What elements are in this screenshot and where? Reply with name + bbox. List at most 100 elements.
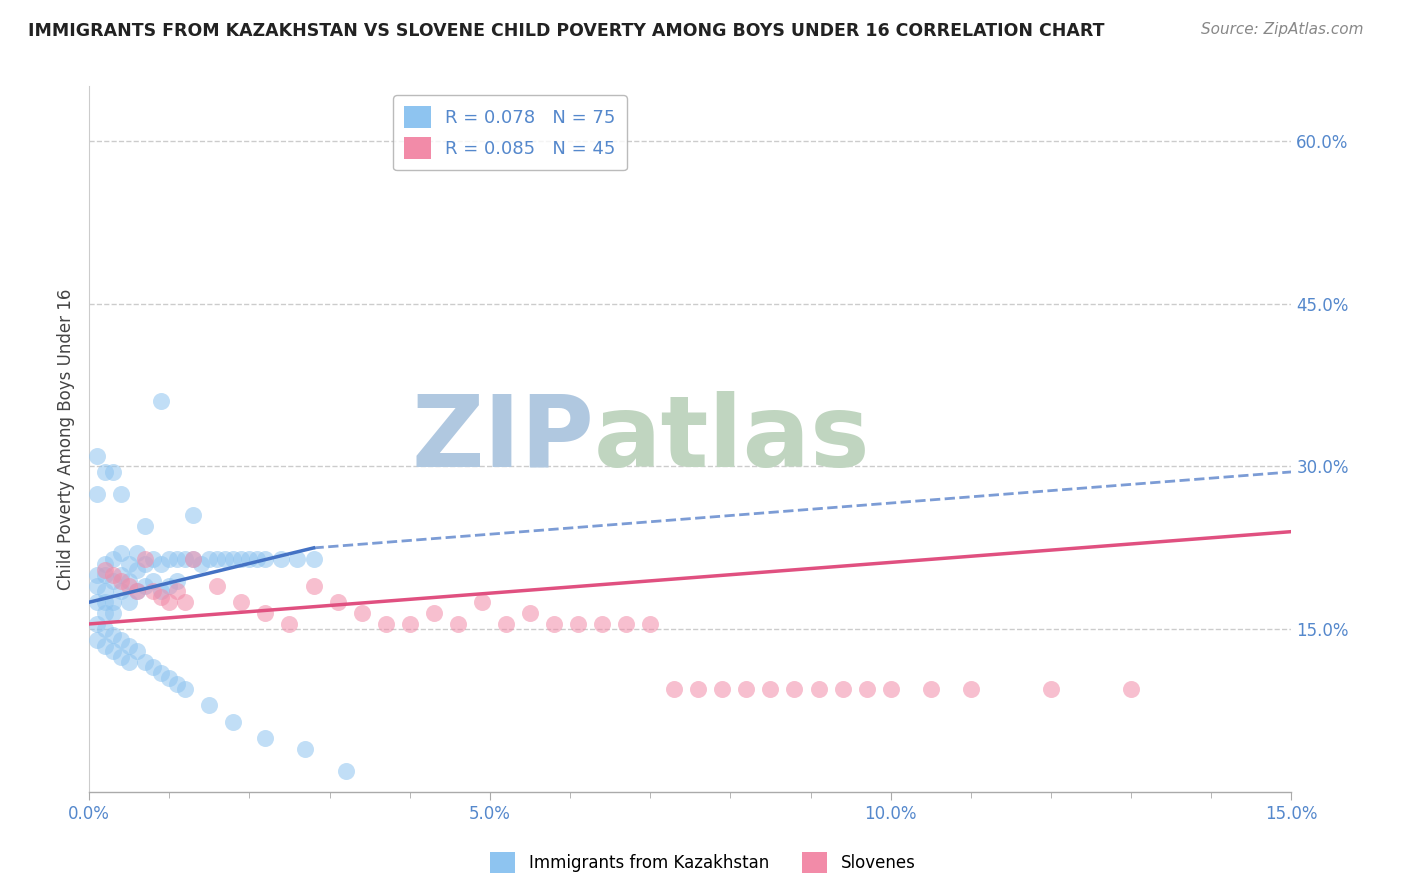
Point (94, 568, 117, 582)
Y-axis label: Child Poverty Among Boys Under 16: Child Poverty Among Boys Under 16 (58, 289, 75, 590)
Point (174, 682, 197, 697)
Point (495, 616, 517, 631)
Point (86, 616, 108, 631)
Point (94, 639, 117, 653)
Point (86, 579, 108, 593)
Point (134, 558, 156, 572)
Point (127, 546, 149, 560)
Point (86, 633, 108, 648)
Point (174, 551, 197, 566)
Point (134, 519, 156, 533)
Point (94, 584, 117, 599)
Point (157, 579, 180, 593)
Point (207, 551, 229, 566)
Point (735, 682, 758, 697)
Point (959, 682, 981, 697)
Point (591, 616, 613, 631)
Point (638, 616, 661, 631)
Point (294, 742, 316, 756)
Point (150, 584, 173, 599)
Point (110, 574, 132, 588)
Point (134, 551, 156, 566)
Point (110, 633, 132, 648)
Point (222, 551, 245, 566)
Point (101, 465, 124, 479)
Point (127, 584, 149, 599)
Point (86, 568, 108, 582)
Point (231, 595, 253, 609)
Point (181, 508, 204, 523)
Point (101, 595, 124, 609)
Point (831, 682, 853, 697)
Point (920, 682, 942, 697)
Point (110, 546, 132, 560)
Point (101, 644, 124, 658)
Point (519, 606, 541, 620)
Point (127, 644, 149, 658)
Point (190, 558, 212, 572)
Text: ZIP: ZIP (411, 391, 595, 488)
Point (302, 551, 325, 566)
Point (471, 595, 494, 609)
Point (110, 584, 132, 599)
Point (664, 682, 686, 697)
Point (567, 616, 589, 631)
Point (807, 682, 830, 697)
Legend: R = 0.078   N = 75, R = 0.085   N = 45: R = 0.078 N = 75, R = 0.085 N = 45 (394, 95, 627, 170)
Point (1039, 682, 1062, 697)
Point (254, 606, 277, 620)
Point (118, 639, 141, 653)
Point (759, 682, 782, 697)
Point (157, 595, 180, 609)
Point (86, 486, 108, 500)
Point (166, 584, 188, 599)
Point (101, 628, 124, 642)
Point (101, 568, 124, 582)
Point (110, 486, 132, 500)
Point (254, 731, 277, 745)
Point (231, 551, 253, 566)
Point (270, 551, 292, 566)
Point (207, 579, 229, 593)
Point (142, 660, 165, 674)
Point (181, 551, 204, 566)
Point (142, 584, 165, 599)
Point (110, 568, 132, 582)
Point (118, 655, 141, 669)
Point (238, 551, 260, 566)
Point (94, 558, 117, 572)
Point (287, 551, 309, 566)
Point (166, 551, 188, 566)
Point (101, 606, 124, 620)
Point (110, 649, 132, 664)
Point (118, 579, 141, 593)
Point (254, 551, 277, 566)
Point (246, 551, 269, 566)
Text: Source: ZipAtlas.com: Source: ZipAtlas.com (1201, 22, 1364, 37)
Point (166, 574, 188, 588)
Point (335, 764, 357, 778)
Point (423, 606, 446, 620)
Legend: Immigrants from Kazakhstan, Slovenes: Immigrants from Kazakhstan, Slovenes (484, 846, 922, 880)
Point (94, 623, 117, 637)
Point (118, 595, 141, 609)
Point (118, 574, 141, 588)
Point (94, 595, 117, 609)
Point (94, 563, 117, 577)
Text: IMMIGRANTS FROM KAZAKHSTAN VS SLOVENE CHILD POVERTY AMONG BOYS UNDER 16 CORRELAT: IMMIGRANTS FROM KAZAKHSTAN VS SLOVENE CH… (28, 22, 1105, 40)
Point (118, 558, 141, 572)
Text: atlas: atlas (595, 391, 870, 488)
Point (101, 551, 124, 566)
Point (150, 665, 173, 680)
Point (688, 682, 710, 697)
Point (711, 682, 734, 697)
Point (142, 574, 165, 588)
Point (326, 595, 349, 609)
Point (94, 606, 117, 620)
Point (150, 394, 173, 409)
Point (134, 579, 156, 593)
Point (86, 449, 108, 463)
Point (1121, 682, 1143, 697)
Point (86, 595, 108, 609)
Point (350, 606, 373, 620)
